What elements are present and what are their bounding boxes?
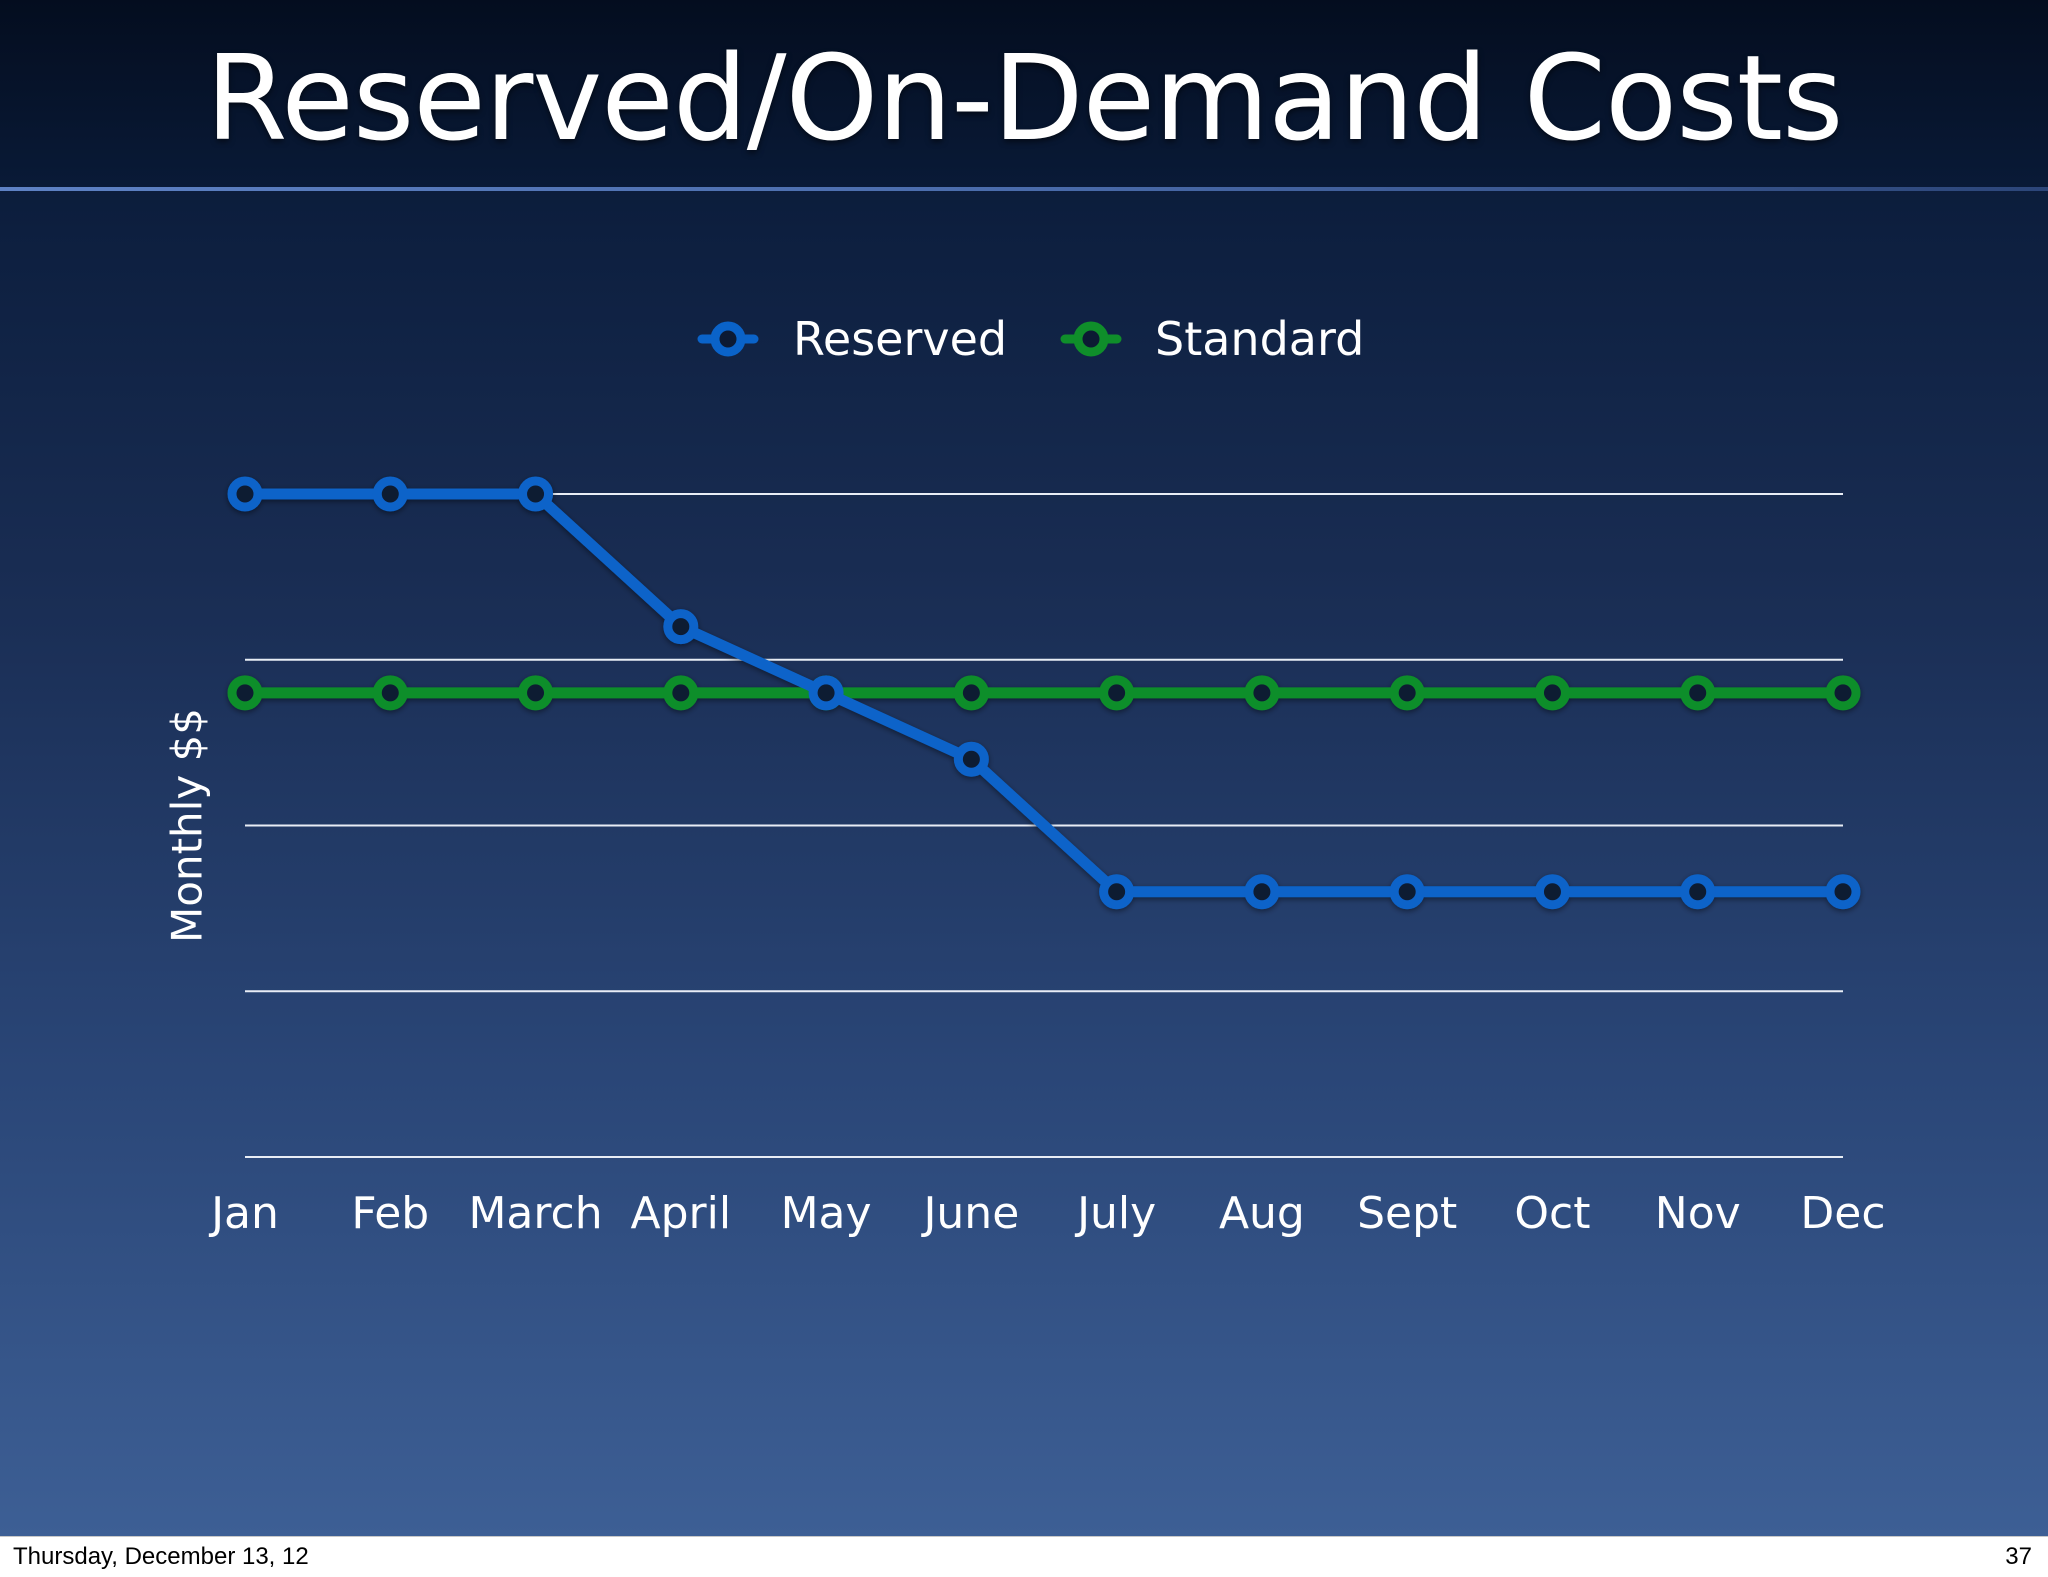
data-point-reserved <box>372 476 408 512</box>
x-tick-label: Aug <box>1219 1188 1305 1239</box>
title-band <box>0 0 2048 188</box>
data-point-reserved <box>518 476 554 512</box>
x-axis-ticks: Jan Feb March April May June July Aug Sept Oct Nov… <box>208 1188 1885 1239</box>
x-tick-label: Dec <box>1800 1188 1885 1239</box>
legend-marker-standard <box>1073 321 1109 357</box>
legend-label-reserved: Reserved <box>793 312 1007 366</box>
data-point-reserved <box>1534 874 1570 910</box>
slide: Reserved/On-Demand Costs <box>0 0 2048 1536</box>
data-point-standard <box>1244 675 1280 711</box>
data-point-reserved <box>1244 874 1280 910</box>
x-tick-label: March <box>468 1188 602 1239</box>
slide-title: Reserved/On-Demand Costs <box>205 29 1844 167</box>
series-line-reserved <box>239 488 1849 898</box>
data-point-standard <box>1534 675 1570 711</box>
footer: Thursday, December 13, 12 37 <box>0 1536 2048 1577</box>
legend-label-standard: Standard <box>1155 312 1364 366</box>
x-tick-label: June <box>920 1188 1019 1239</box>
y-axis-label: Monthly $$ <box>163 708 212 943</box>
title-divider <box>0 187 2048 191</box>
data-point-standard <box>1389 675 1425 711</box>
x-tick-label: Feb <box>351 1188 429 1239</box>
legend-marker-reserved <box>710 321 746 357</box>
line-chart: Jan Feb March April May June July Aug Sept Oct Nov… <box>163 312 1885 1239</box>
x-tick-label: May <box>781 1188 872 1239</box>
data-point-reserved <box>953 741 989 777</box>
data-point-standard <box>663 675 699 711</box>
data-point-standard <box>372 675 408 711</box>
data-point-standard <box>1825 675 1861 711</box>
data-point-reserved <box>1099 874 1135 910</box>
data-point-standard <box>1099 675 1135 711</box>
x-tick-label: April <box>631 1188 732 1239</box>
data-point-reserved <box>1680 874 1716 910</box>
x-tick-label: Sept <box>1357 1188 1457 1239</box>
x-tick-label: Jan <box>208 1188 279 1239</box>
data-point-reserved <box>227 476 263 512</box>
data-point-standard <box>227 675 263 711</box>
x-tick-label: July <box>1074 1188 1156 1239</box>
x-tick-label: Oct <box>1514 1188 1590 1239</box>
footer-date: Thursday, December 13, 12 <box>13 1543 309 1570</box>
y-axis-label-group: Monthly $$ <box>163 708 212 943</box>
legend: Reserved Standard <box>697 312 1364 366</box>
x-tick-label: Nov <box>1655 1188 1741 1239</box>
data-point-reserved <box>1389 874 1425 910</box>
data-point-reserved <box>808 675 844 711</box>
data-point-standard <box>953 675 989 711</box>
page-number: 37 <box>2005 1543 2032 1570</box>
data-point-reserved <box>663 609 699 645</box>
series-group <box>227 476 1861 910</box>
data-point-reserved <box>1825 874 1861 910</box>
data-point-standard <box>1680 675 1716 711</box>
data-point-standard <box>518 675 554 711</box>
